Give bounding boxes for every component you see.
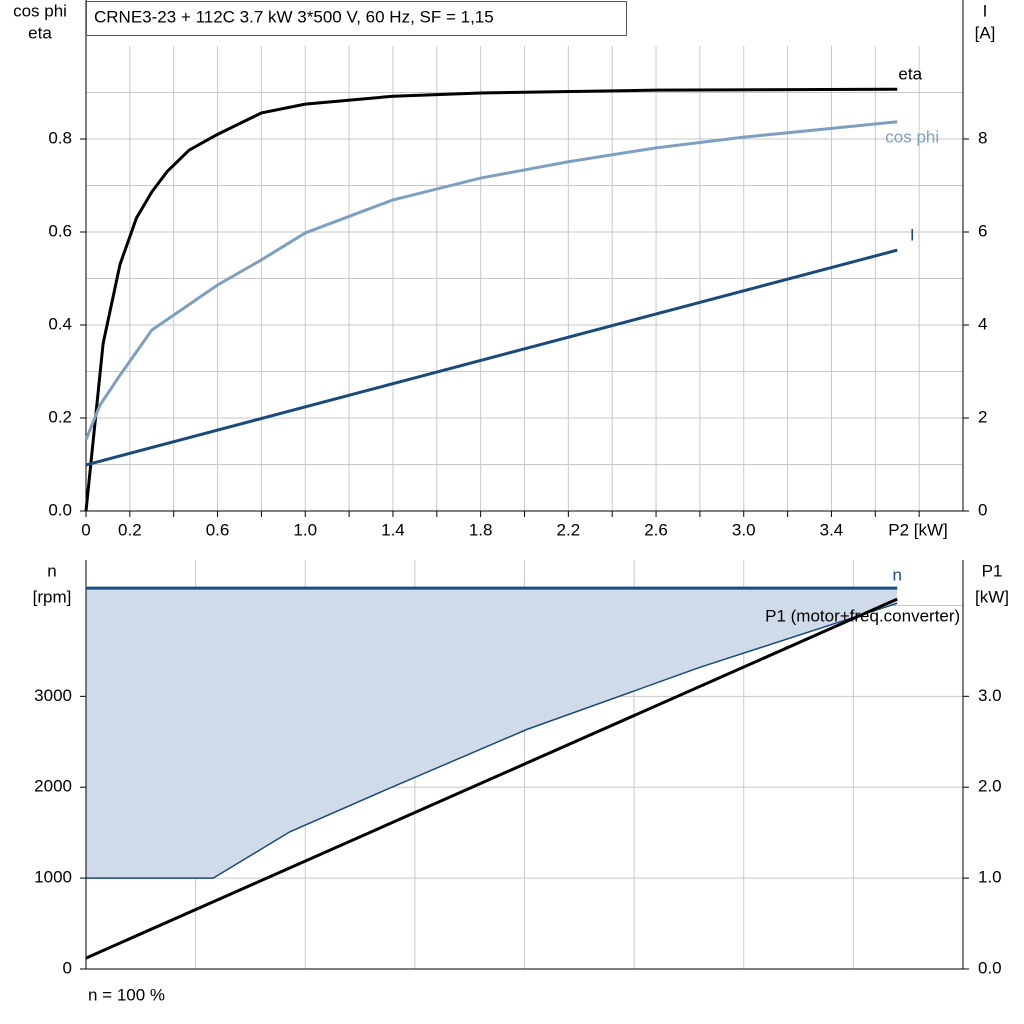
x-tick-label: 1.8: [469, 520, 493, 539]
series-line: [85, 597, 898, 960]
y-tick-label: 2000: [34, 777, 72, 796]
series-label: P1 (motor+freq.converter): [765, 607, 960, 626]
y-tick-label: 0.8: [48, 128, 72, 147]
x-tick-label: 2.6: [644, 520, 668, 539]
y2-axis-label: [A]: [975, 23, 996, 42]
annotation: n = 100 %: [88, 985, 165, 1004]
y2-tick-label: 0: [978, 500, 987, 519]
x-tick-label: 0: [81, 520, 90, 539]
series-label: n: [892, 566, 901, 585]
y2-tick-label: 6: [978, 221, 987, 240]
y2-tick-label: 8: [978, 128, 987, 147]
y-tick-label: 0.4: [48, 314, 72, 333]
x-axis-label: P2 [kW]: [888, 520, 948, 539]
y-tick-label: 0.0: [48, 500, 72, 519]
chart-title: CRNE3-23 + 112C 3.7 kW 3*500 V, 60 Hz, S…: [94, 7, 494, 26]
series-label: cos phi: [885, 127, 939, 146]
y2-axis-label: P1: [982, 561, 1003, 580]
x-tick-label: 0.6: [206, 520, 230, 539]
y2-tick-label: 2: [978, 407, 987, 426]
y-axis-label: [rpm]: [33, 587, 72, 606]
x-tick-label: 1.0: [293, 520, 317, 539]
y-axis-label: n: [47, 561, 56, 580]
y2-tick-label: 3.0: [978, 686, 1002, 705]
y2-tick-label: 0.0: [978, 958, 1002, 977]
shaded-range: [86, 588, 898, 879]
y2-tick-label: 1.0: [978, 868, 1002, 887]
series-line: [84, 87, 898, 512]
x-tick-label: 3.0: [732, 520, 756, 539]
y-tick-label: 3000: [34, 686, 72, 705]
y-tick-label: 0.2: [48, 407, 72, 426]
x-tick-label: 0.2: [118, 520, 142, 539]
title-box: [86, 1, 627, 36]
x-tick-label: 1.4: [381, 520, 405, 539]
series-line: [85, 248, 898, 467]
range-boundary: [86, 602, 898, 879]
series-line: [84, 120, 898, 441]
x-tick-label: 3.4: [820, 520, 844, 539]
series-label: I: [910, 226, 915, 245]
y-tick-label: 0: [63, 958, 72, 977]
y2-tick-label: 2.0: [978, 777, 1002, 796]
y-axis-label: eta: [28, 23, 52, 42]
y-tick-label: 1000: [34, 868, 72, 887]
x-label-bg: [878, 519, 958, 543]
x-tick-label: 2.2: [557, 520, 581, 539]
y2-axis-label: [kW]: [975, 587, 1009, 606]
y2-tick-label: 4: [978, 314, 987, 333]
series-label: eta: [898, 65, 922, 84]
y-axis-label: cos phi: [13, 1, 67, 20]
y2-axis-label: I: [983, 1, 988, 20]
y-tick-label: 0.6: [48, 221, 72, 240]
